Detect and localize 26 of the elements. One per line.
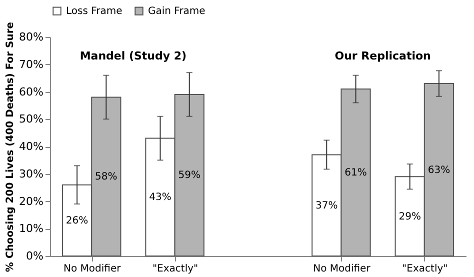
y-tick-label: 60% — [19, 85, 44, 98]
annotation: Mandel (Study 2) — [80, 50, 187, 63]
y-axis-title: % Choosing 200 Lives (400 Deaths) For Sure — [5, 22, 16, 272]
annotation: Our Replication — [334, 50, 431, 63]
y-tick-label: 30% — [19, 167, 44, 180]
y-tick-label: 70% — [19, 58, 44, 71]
data-label: 43% — [149, 192, 172, 204]
data-label: 29% — [398, 211, 421, 222]
y-tick-label: 40% — [19, 140, 44, 153]
x-tick-label: "Exactly" — [152, 264, 198, 274]
data-label: 63% — [428, 164, 450, 176]
y-tick-label: 20% — [19, 194, 44, 208]
data-label: 26% — [66, 215, 88, 226]
data-label: 37% — [316, 200, 338, 212]
y-tick-label: 50% — [19, 112, 44, 126]
x-tick-label: No Modifier — [63, 264, 122, 274]
y-tick-label: 80% — [19, 30, 44, 44]
data-label: 61% — [344, 168, 367, 179]
y-tick-label: 10% — [19, 222, 44, 236]
legend-label: Loss Frame — [66, 6, 122, 18]
y-tick-label: 0% — [26, 250, 44, 262]
data-label: 58% — [95, 172, 118, 183]
x-tick-label: "Exactly" — [402, 264, 448, 274]
data-label: 59% — [178, 170, 200, 182]
x-tick-label: No Modifier — [313, 264, 372, 274]
legend-label: Gain Frame — [148, 6, 206, 18]
